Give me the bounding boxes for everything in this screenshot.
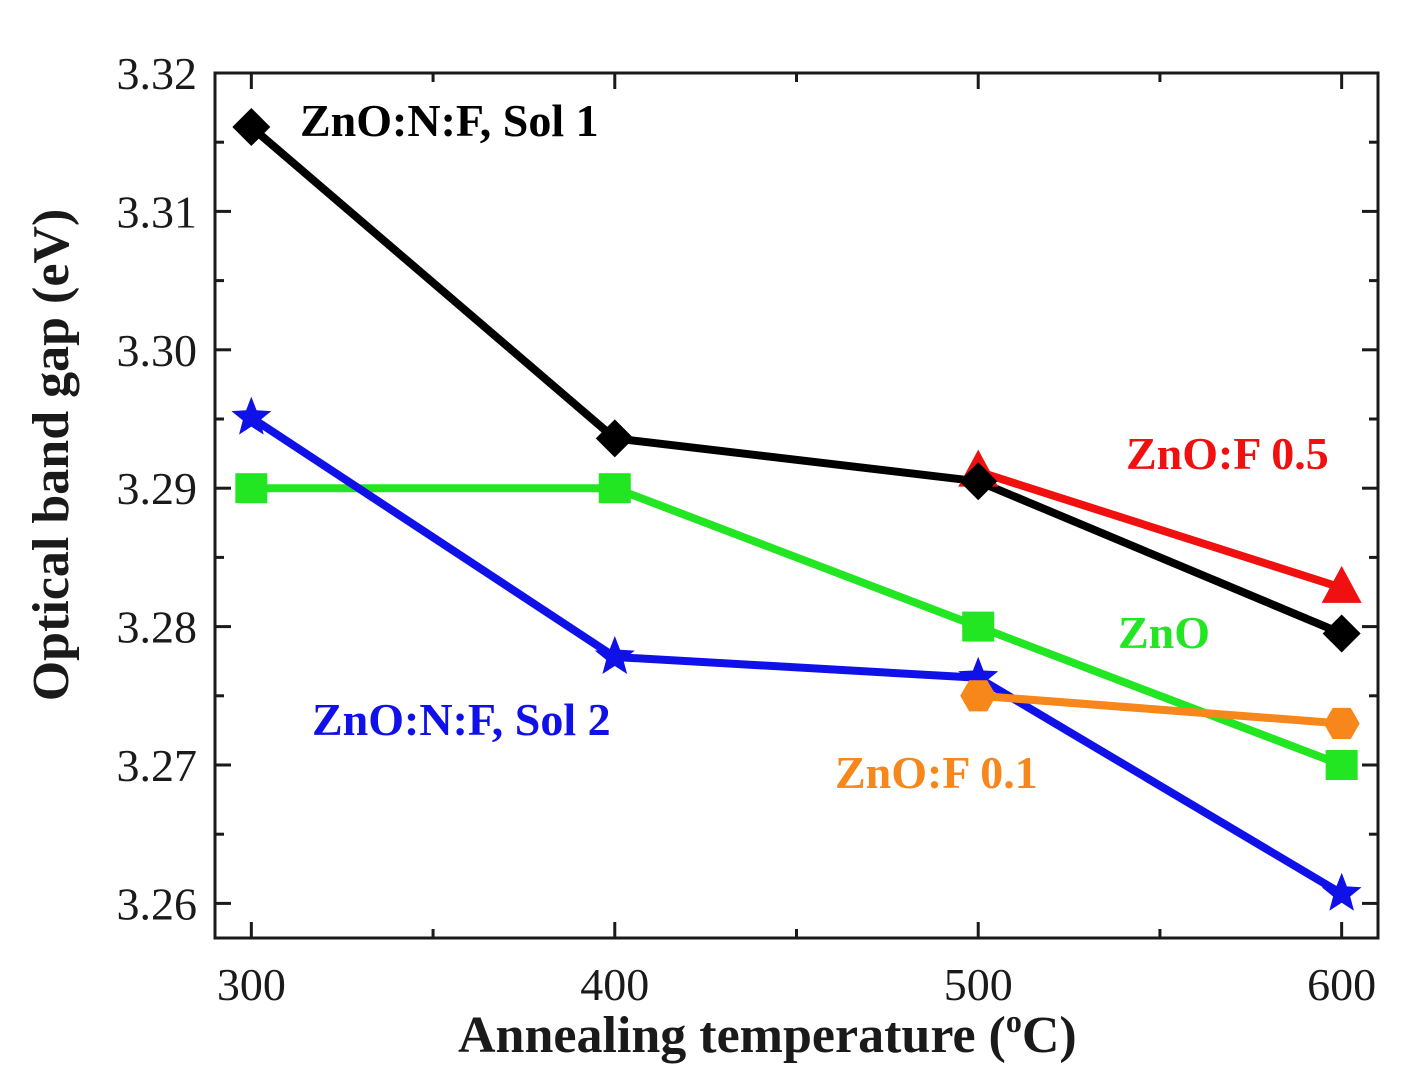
series-label-sol1: ZnO:N:F, Sol 1	[300, 95, 599, 146]
y-tick-label: 3.29	[117, 463, 198, 514]
series-label-znof05: ZnO:F 0.5	[1126, 428, 1329, 479]
x-axis-title-unit: C)	[1022, 1007, 1077, 1064]
series-markers	[231, 107, 1362, 911]
series-label-znof01: ZnO:F 0.1	[835, 747, 1038, 798]
y-axis-title: Optical band gap (eV)	[23, 209, 80, 702]
x-tick-label: 300	[217, 959, 286, 1010]
zno-n-f-sol-1-point	[959, 462, 998, 501]
series-lines	[248, 123, 1344, 898]
zno-n-f-sol-1-point	[1322, 614, 1361, 653]
y-tick-label: 3.27	[117, 740, 198, 791]
ticks: 300 400 500 600 3.26 3.27 3.28 3.29 3.30 3.31 3.32	[117, 48, 1378, 1010]
series-line-zno	[251, 484, 1344, 769]
zno-n-f-sol-2-point	[594, 636, 635, 674]
y-tick-label: 3.26	[117, 878, 198, 929]
zno-f-0-1-point	[960, 680, 997, 712]
series-label-sol2: ZnO:N:F, Sol 2	[312, 694, 611, 745]
zno-point	[962, 611, 995, 642]
y-tick-label: 3.31	[117, 186, 198, 237]
x-axis-title: Annealing temperature (oC)	[458, 1003, 1077, 1064]
series-line-zno-f-0-5	[976, 467, 1343, 592]
zno-point	[1325, 750, 1358, 780]
series-line-zno-n-f-sol-2	[249, 414, 1344, 898]
y-tick-label: 3.30	[117, 325, 198, 376]
series-line-zno-n-f-sol-1	[248, 123, 1344, 638]
x-tick-label: 400	[580, 959, 649, 1010]
zno-f-0-1-point	[1323, 707, 1360, 740]
zno-n-f-sol-1-point	[595, 419, 634, 458]
series-label-zno: ZnO	[1118, 607, 1210, 658]
zno-n-f-sol-2-point	[1321, 872, 1362, 911]
x-tick-label: 600	[1307, 959, 1376, 1010]
zno-n-f-sol-2-point	[231, 396, 272, 435]
zno-f-0-5-point	[1321, 565, 1362, 603]
y-tick-label: 3.32	[117, 48, 198, 99]
x-tick-label: 500	[944, 959, 1013, 1010]
series-line-zno-f-0-1	[977, 691, 1343, 728]
x-axis-title-sup: o	[1006, 1003, 1022, 1039]
zno-n-f-sol-1-point	[232, 107, 271, 146]
zno-n-f-sol-2-point	[958, 656, 999, 695]
y-tick-label: 3.28	[117, 602, 198, 653]
zno-point	[598, 473, 631, 504]
zno-point	[235, 473, 268, 504]
